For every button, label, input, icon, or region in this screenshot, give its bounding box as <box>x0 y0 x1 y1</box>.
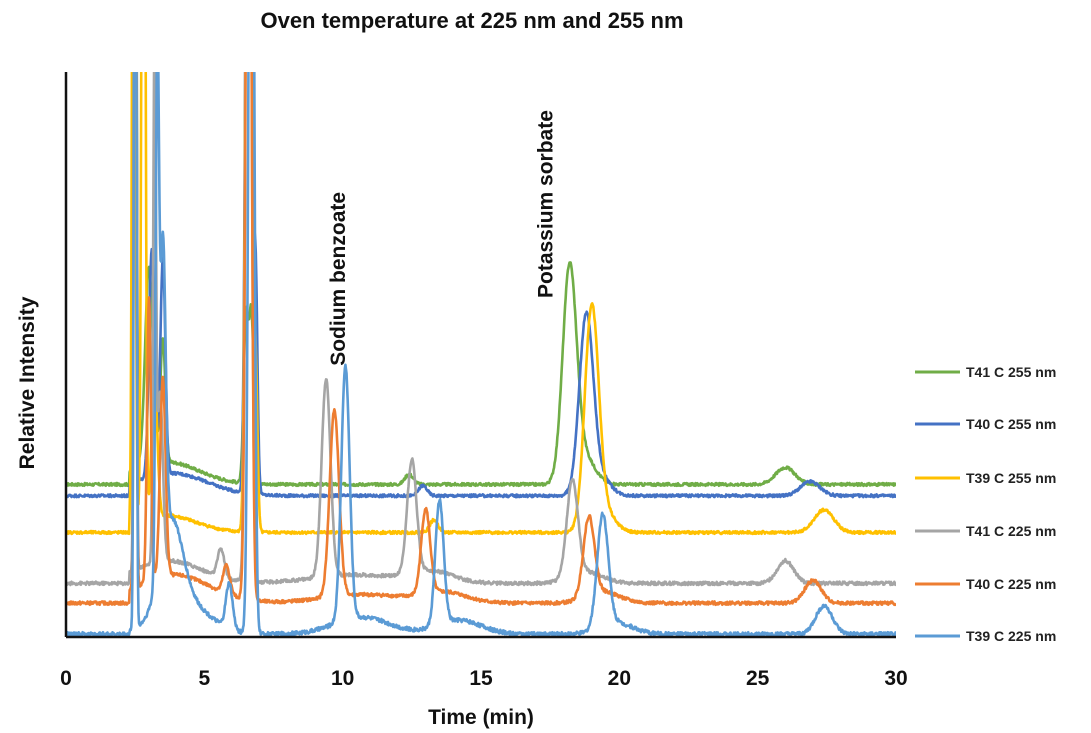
annotation-sodium-benzoate: Sodium benzoate <box>327 192 350 366</box>
series-line <box>66 72 896 488</box>
legend-label: T39 C 225 nm <box>966 628 1056 644</box>
series-line <box>66 72 896 637</box>
annotation-potassium-sorbate: Potassium sorbate <box>535 110 558 298</box>
x-tick-label: 15 <box>469 667 493 690</box>
x-tick-label: 10 <box>331 667 354 690</box>
x-tick-label: 0 <box>60 667 72 690</box>
legend-label: T41 C 225 nm <box>966 523 1056 539</box>
legend-label: T39 C 255 nm <box>966 470 1056 486</box>
y-axis-title: Relative Intensity <box>16 296 39 469</box>
legend-label: T40 C 225 nm <box>966 576 1056 592</box>
x-tick-labels: 0 5 10 15 20 25 30 <box>60 667 908 690</box>
legend-label: T41 C 255 nm <box>966 364 1056 380</box>
legend: T41 C 255 nm T40 C 255 nm T39 C 255 nm T41 … <box>915 364 1056 644</box>
x-axis-title: Time (min) <box>428 706 534 729</box>
series-line <box>66 72 896 536</box>
x-tick-label: 25 <box>746 667 770 690</box>
chart-title: Oven temperature at 225 nm and 255 nm <box>260 8 683 33</box>
x-tick-label: 30 <box>884 667 907 690</box>
series-lines <box>66 72 896 637</box>
series-line <box>66 72 896 587</box>
x-tick-label: 5 <box>198 667 210 690</box>
series-line <box>66 72 896 607</box>
x-tick-label: 20 <box>608 667 631 690</box>
series-line <box>66 72 896 499</box>
legend-label: T40 C 255 nm <box>966 416 1056 432</box>
